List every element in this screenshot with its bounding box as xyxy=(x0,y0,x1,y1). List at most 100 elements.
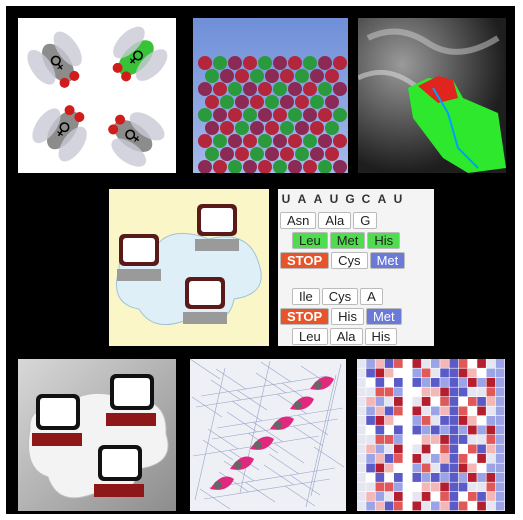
heatmap-cell xyxy=(495,454,505,463)
heatmap-cell xyxy=(366,492,375,501)
atom-sphere xyxy=(228,134,242,148)
heatmap-cell xyxy=(403,416,412,425)
heatmap-cell xyxy=(449,425,459,435)
heatmap-cell xyxy=(468,397,477,406)
atom-sphere xyxy=(228,108,242,122)
atom-sphere xyxy=(258,134,272,148)
heatmap-cell xyxy=(468,501,477,511)
heatmap-cell xyxy=(495,492,505,501)
heatmap-cell xyxy=(458,482,468,492)
heatmap-cell xyxy=(440,463,449,473)
protein-helix-tile xyxy=(190,359,346,511)
heatmap-cell xyxy=(375,378,385,387)
background-bond xyxy=(289,474,321,496)
nucleotide-cell: U xyxy=(329,191,339,206)
heatmap-cell xyxy=(366,501,375,511)
heatmap-cell xyxy=(375,454,385,463)
atom-sphere xyxy=(273,56,287,70)
amino-acid-label: Cys xyxy=(331,252,368,269)
atom-sphere xyxy=(243,82,257,96)
amino-acid-row-6: Leu Ala His xyxy=(278,327,434,346)
heatmap-cell xyxy=(486,444,496,454)
heatmap-cell xyxy=(431,368,440,378)
heatmap-cell xyxy=(412,378,422,387)
heatmap-cell xyxy=(431,416,440,425)
atom-sphere xyxy=(333,108,347,122)
heatmap-cell xyxy=(375,425,385,435)
heatmap-cell xyxy=(458,378,468,387)
heatmap-cell xyxy=(384,406,394,416)
heatmap-cell xyxy=(458,454,468,463)
heatmap-cell xyxy=(384,425,394,435)
heatmap-cell xyxy=(403,435,412,444)
atom-sphere xyxy=(198,82,212,96)
heatmap-cell xyxy=(477,387,486,397)
heatmap-cell xyxy=(495,482,505,492)
atom-sphere xyxy=(198,108,212,122)
heatmap-cell xyxy=(384,416,394,425)
nanotube-tile xyxy=(193,18,348,173)
heatmap-cell xyxy=(431,425,440,435)
atom-sphere xyxy=(303,56,317,70)
amino-acid-label: Cys xyxy=(321,288,359,305)
heatmap-cell xyxy=(384,378,394,387)
heatmap-cell xyxy=(394,387,403,397)
atom-sphere xyxy=(310,121,324,135)
heatmap-cell xyxy=(421,378,431,387)
heatmap-cell xyxy=(403,425,412,435)
heatmap-cell xyxy=(394,397,403,406)
heatmap-cell xyxy=(468,435,477,444)
heatmap-cell xyxy=(468,454,477,463)
computer-red-1 xyxy=(32,394,82,446)
heatmap-cell xyxy=(486,492,496,501)
heatmap-cell xyxy=(486,454,496,463)
atom-sphere xyxy=(318,108,332,122)
heatmap-cell xyxy=(366,454,375,463)
heatmap-cell xyxy=(440,444,449,454)
heatmap-cell xyxy=(366,425,375,435)
heatmap-cell xyxy=(468,387,477,397)
atom-sphere xyxy=(288,82,302,96)
heatmap-cell xyxy=(486,435,496,444)
heatmap-cell xyxy=(384,492,394,501)
atom-sphere xyxy=(258,82,272,96)
heatmap-cell xyxy=(421,492,431,501)
heatmap-cell xyxy=(421,397,431,406)
heatmap-cell xyxy=(486,473,496,482)
heatmap-cell xyxy=(431,387,440,397)
heatmap-cell xyxy=(486,387,496,397)
atom-sphere xyxy=(303,108,317,122)
amino-acid-row-green: Leu Met His xyxy=(278,231,434,250)
computer-1 xyxy=(117,234,161,281)
atom-sphere xyxy=(205,69,219,83)
heatmap-cell xyxy=(375,397,385,406)
heatmap-tile xyxy=(357,359,505,511)
heatmap-cell xyxy=(458,435,468,444)
heatmap-cell xyxy=(449,406,459,416)
heatmap-cell xyxy=(412,368,422,378)
heatmap-cell xyxy=(375,444,385,454)
atom-sphere xyxy=(250,95,264,109)
heatmap-cell xyxy=(357,387,366,397)
atom-sphere xyxy=(213,134,227,148)
computer-3 xyxy=(183,277,227,324)
heatmap-cell xyxy=(449,454,459,463)
heatmap-cell xyxy=(440,368,449,378)
heatmap-cell xyxy=(357,463,366,473)
heatmap-cell xyxy=(375,368,385,378)
atom-sphere xyxy=(295,69,309,83)
atom-sphere xyxy=(228,160,242,173)
heatmap-cell xyxy=(366,463,375,473)
heatmap-cell xyxy=(458,387,468,397)
computer-red-3 xyxy=(94,445,144,497)
atom-sphere xyxy=(265,69,279,83)
heatmap-cell xyxy=(357,435,366,444)
heatmap-cell xyxy=(458,368,468,378)
heatmap-cell xyxy=(468,368,477,378)
terrain-map-tile xyxy=(358,18,506,173)
computer-network-yellow-tile xyxy=(109,189,269,346)
heatmap-cell xyxy=(375,416,385,425)
heatmap-cell xyxy=(477,482,486,492)
heatmap-cell xyxy=(384,435,394,444)
heatmap-cell xyxy=(421,406,431,416)
